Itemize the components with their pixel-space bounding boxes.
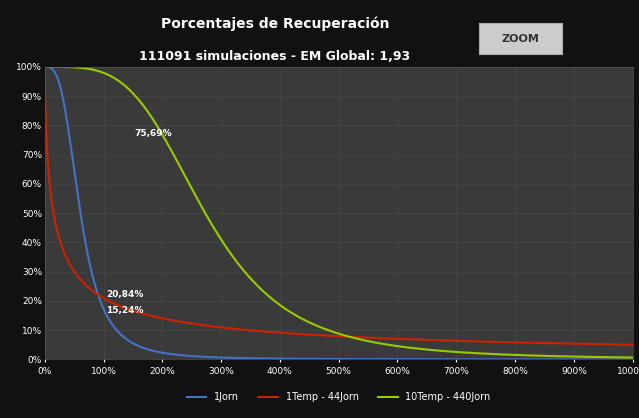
1Temp - 44Jorn	[394, 336, 401, 342]
Legend: 1Jorn, 1Temp - 44Jorn, 10Temp - 440Jorn: 1Jorn, 1Temp - 44Jorn, 10Temp - 440Jorn	[183, 388, 495, 406]
10Temp - 440Jorn	[423, 347, 431, 352]
1Temp - 44Jorn	[41, 64, 49, 69]
10Temp - 440Jorn	[629, 355, 636, 360]
1Jorn	[524, 357, 532, 362]
Text: 20,84%: 20,84%	[107, 290, 144, 298]
10Temp - 440Jorn	[394, 344, 401, 349]
10Temp - 440Jorn	[266, 294, 273, 299]
10Temp - 440Jorn	[41, 64, 49, 69]
1Jorn	[629, 357, 636, 362]
1Jorn	[41, 64, 49, 69]
Line: 1Jorn: 1Jorn	[45, 67, 633, 359]
Text: Porcentajes de Recuperación: Porcentajes de Recuperación	[160, 17, 389, 31]
Text: ZOOM: ZOOM	[502, 34, 540, 43]
Line: 10Temp - 440Jorn: 10Temp - 440Jorn	[45, 67, 633, 357]
1Jorn	[423, 357, 431, 362]
1Jorn	[266, 356, 273, 361]
1Temp - 44Jorn	[629, 342, 636, 347]
Text: 75,69%: 75,69%	[134, 129, 172, 138]
1Temp - 44Jorn	[148, 314, 155, 319]
10Temp - 440Jorn	[479, 351, 487, 356]
1Jorn	[148, 348, 155, 353]
10Temp - 440Jorn	[524, 353, 532, 358]
1Temp - 44Jorn	[479, 339, 487, 344]
1Temp - 44Jorn	[524, 340, 532, 345]
1Jorn	[479, 357, 487, 362]
1Jorn	[394, 357, 401, 362]
Text: 15,24%: 15,24%	[107, 306, 144, 315]
Text: 111091 simulaciones - EM Global: 1,93: 111091 simulaciones - EM Global: 1,93	[139, 50, 410, 63]
10Temp - 440Jorn	[148, 115, 155, 120]
1Temp - 44Jorn	[266, 329, 273, 334]
Line: 1Temp - 44Jorn: 1Temp - 44Jorn	[45, 67, 633, 345]
1Temp - 44Jorn	[423, 337, 431, 342]
